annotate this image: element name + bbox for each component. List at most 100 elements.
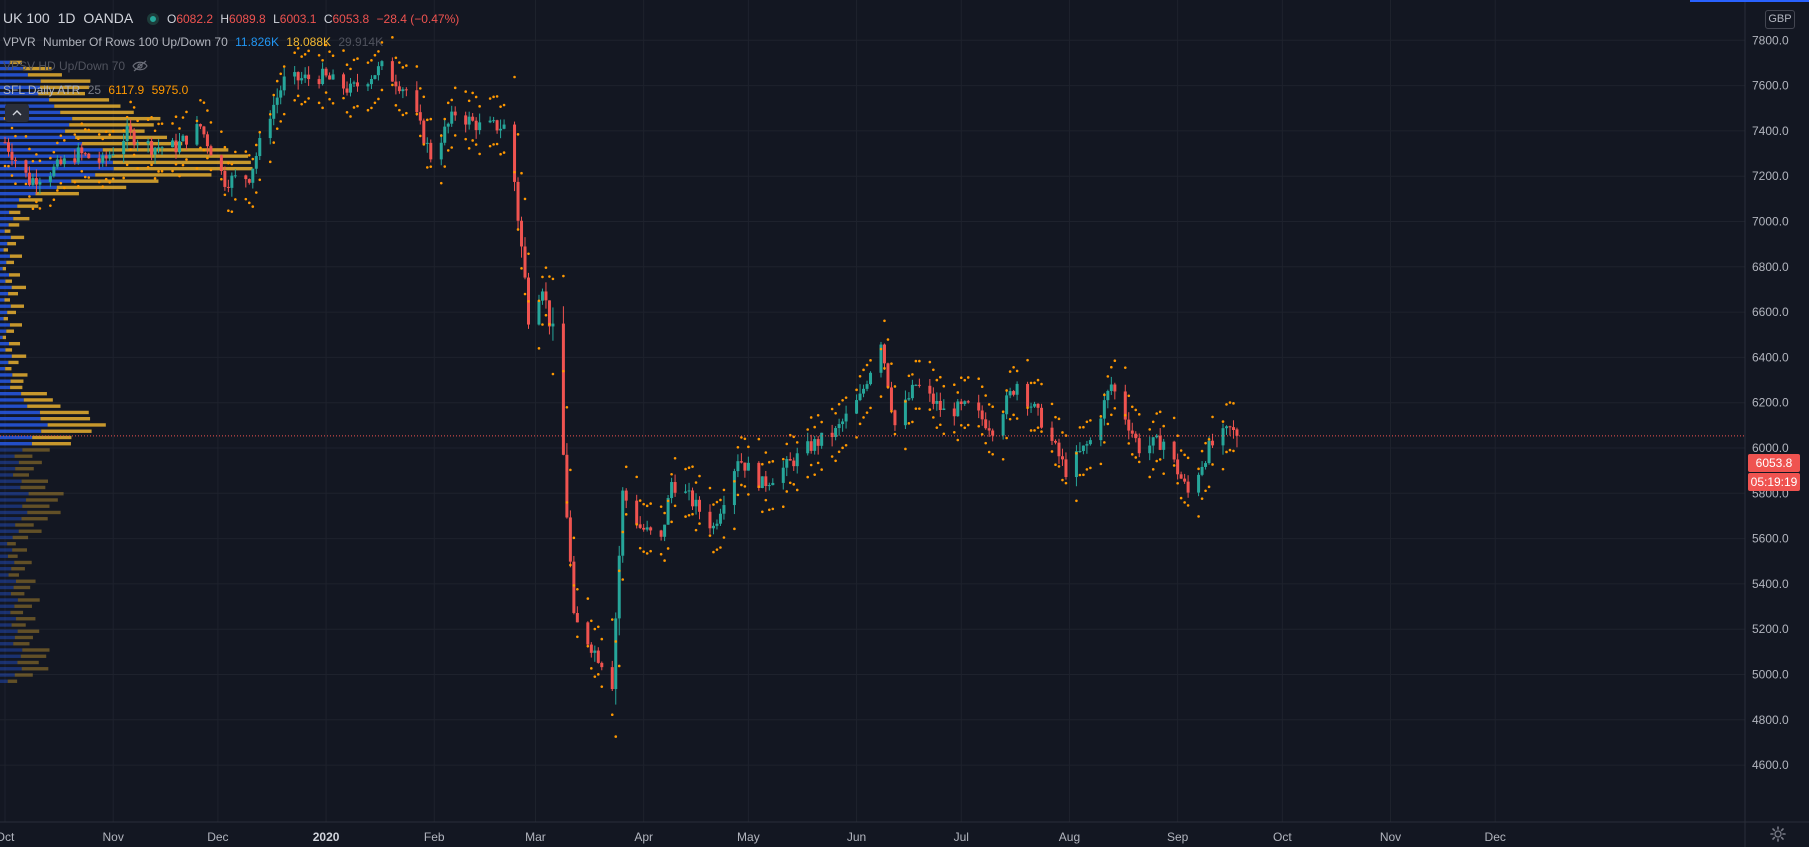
candle-body <box>698 499 702 512</box>
atr-lower-dot <box>548 322 551 326</box>
atr-upper-dot <box>1158 410 1162 414</box>
close-label: C <box>323 12 333 26</box>
atr-lower-dot <box>1040 430 1043 433</box>
vpvr-up-volume: 11.826K <box>235 35 279 49</box>
atr-upper-dot <box>324 43 328 47</box>
atr-upper-dot <box>157 122 160 126</box>
atr-lower-dot <box>768 508 771 512</box>
volume-profile-down-bar <box>10 379 24 383</box>
atr-upper-dot <box>918 359 921 363</box>
atr-lower-dot <box>722 536 726 539</box>
candle-body <box>132 131 136 145</box>
atr-upper-dot <box>844 396 848 399</box>
vpvr-legend[interactable]: VPVR Number Of Rows 100 Up/Down 70 11.82… <box>3 35 387 49</box>
candle-body <box>694 499 698 507</box>
candle-body <box>404 89 408 91</box>
collapse-legend-button[interactable] <box>5 104 29 122</box>
volume-profile-down-bar <box>15 523 34 527</box>
volume-profile-up-bar <box>0 291 9 296</box>
atr-upper-dot <box>1012 365 1015 369</box>
candle-body <box>464 115 468 125</box>
atr-lower-dot <box>1050 450 1054 453</box>
volume-profile-down-bar <box>14 673 33 677</box>
candle-body <box>834 428 838 438</box>
atr-lower-dot <box>830 455 834 458</box>
candle-body <box>439 142 443 160</box>
eye-off-icon[interactable] <box>132 60 149 72</box>
atr-upper-dot <box>1008 370 1012 373</box>
candle-body <box>499 128 503 131</box>
candle-body <box>687 490 691 492</box>
candle-body <box>349 83 353 93</box>
volume-profile-down-bar <box>9 210 21 215</box>
atr-upper-dot <box>474 95 478 99</box>
candle-body <box>59 159 63 165</box>
vpsv-legend[interactable]: VPSV HD Up/Down 70 <box>3 59 149 73</box>
atr-lower-dot <box>956 438 960 442</box>
candle-body <box>862 388 866 394</box>
volume-profile-up-bar <box>0 429 42 433</box>
candle-body <box>244 175 248 180</box>
atr-lower-dot <box>223 193 227 197</box>
candle-body <box>638 524 642 528</box>
volume-profile-down-bar <box>28 492 64 496</box>
atr-upper-dot <box>136 119 139 123</box>
volume-profile-down-bar <box>60 110 134 115</box>
volume-profile-down-bar <box>41 429 92 433</box>
volume-profile-up-bar <box>0 110 61 115</box>
volume-profile-up-bar <box>0 498 27 502</box>
volume-profile-up-bar <box>0 385 11 390</box>
volume-profile-up-bar <box>0 504 23 508</box>
candle-body <box>645 527 649 530</box>
atr-upper-dot <box>296 46 300 50</box>
atr-upper-dot <box>781 457 785 461</box>
currency-badge[interactable]: GBP <box>1765 10 1795 29</box>
atr-lower-dot <box>1204 489 1207 493</box>
candle-body <box>1088 440 1092 445</box>
close-value: 6053.8 <box>332 12 370 26</box>
market-status-icon <box>147 13 160 25</box>
volume-profile-up-bar <box>0 260 7 265</box>
atr-upper-dot <box>258 130 262 134</box>
candle-body <box>837 424 841 429</box>
candle-body <box>97 158 101 163</box>
volume-profile-up-bar <box>0 191 36 196</box>
volume-profile-down-bar <box>8 291 18 296</box>
atr-upper-dot <box>401 66 405 69</box>
volume-profile-down-bar <box>9 273 21 277</box>
y-tick-label: 6800.0 <box>1752 260 1789 274</box>
atr-upper-dot <box>830 407 834 411</box>
gear-icon[interactable] <box>1770 826 1786 842</box>
candle-body <box>1134 433 1138 439</box>
volume-profile-up-bar <box>0 535 13 540</box>
candle-body <box>342 74 346 89</box>
candle-body <box>1036 403 1040 408</box>
candle-body <box>513 124 517 182</box>
atr-lower-dot <box>122 176 125 180</box>
volume-profile-up-bar <box>0 567 12 571</box>
volume-profile-up-bar <box>0 398 24 402</box>
y-tick-label: 5400.0 <box>1752 577 1789 591</box>
atr-upper-dot <box>991 405 994 409</box>
candle-body <box>865 384 869 389</box>
atr-lower-dot <box>963 426 967 430</box>
atr-upper-dot <box>1123 366 1127 369</box>
atr-upper-dot <box>24 135 28 138</box>
x-tick-label: Oct <box>0 830 15 844</box>
candle-body <box>205 134 209 147</box>
atr-upper-dot <box>907 374 911 378</box>
vpvr-params: Number Of Rows 100 Up/Down 70 <box>43 35 228 49</box>
atr-legend[interactable]: SFL Daily ATR 25 6117.9 5975.0 <box>3 83 192 97</box>
atr-upper-dot <box>572 536 576 540</box>
symbol-legend[interactable]: UK 100 1D OANDA O6082.2 H6089.8 L6003.1 … <box>3 10 467 26</box>
atr-lower-dot <box>108 180 111 184</box>
atr-lower-dot <box>858 422 862 426</box>
x-tick-label: Dec <box>207 830 228 844</box>
candle-body <box>184 135 188 145</box>
volume-profile-down-bar <box>39 410 89 415</box>
atr-lower-dot <box>1078 473 1082 477</box>
open-label: O <box>166 12 177 26</box>
atr-lower-dot <box>1008 417 1012 421</box>
atr-lower-dot <box>391 83 394 87</box>
